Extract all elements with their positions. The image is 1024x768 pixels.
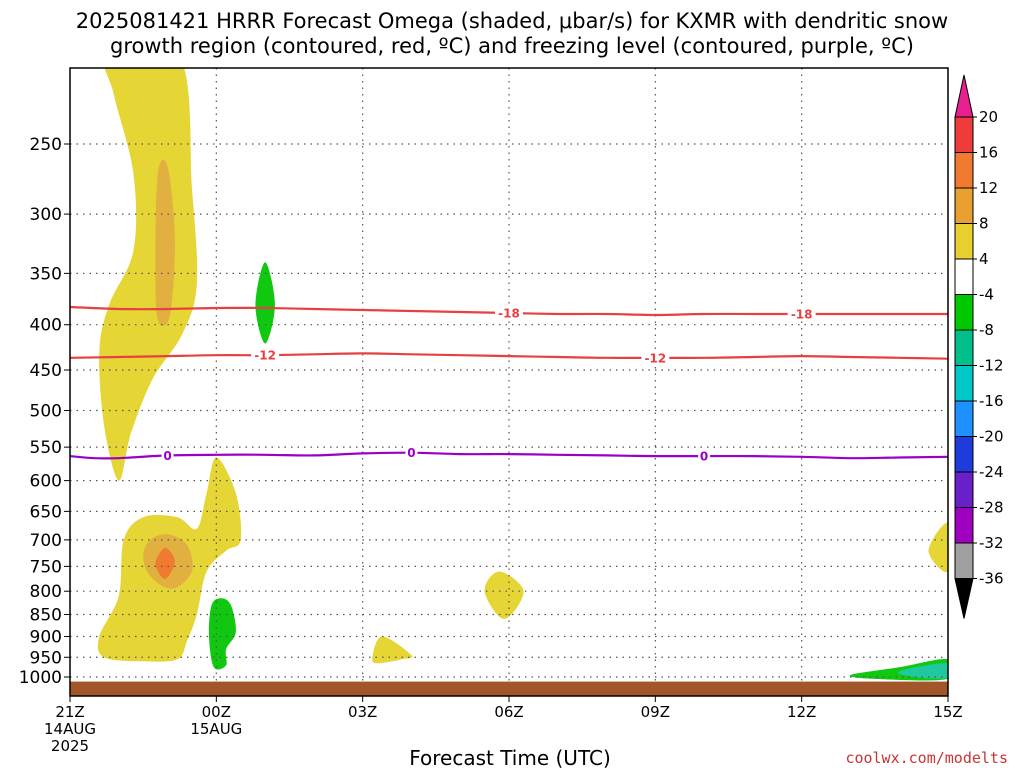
y-tick-label: 250 [30, 135, 62, 155]
y-tick-label: 650 [30, 502, 62, 522]
colorbar-segment [954, 223, 974, 260]
colorbar-label: 16 [979, 144, 998, 162]
shade-omega-neg-8 [897, 663, 948, 679]
x-tick-label: 09Z [641, 703, 670, 721]
colorbar-label: -4 [979, 286, 994, 304]
axes: 2503003504004505005506006507007508008509… [19, 67, 963, 755]
x-tick-date: 15AUG [190, 720, 242, 738]
y-tick-label: 400 [30, 316, 62, 336]
colorbar-label: 8 [979, 215, 989, 233]
chart-title-line1: 2025081421 HRRR Forecast Omega (shaded, … [76, 9, 948, 33]
x-tick-year: 2025 [51, 737, 89, 755]
colorbar-segment [954, 294, 974, 331]
contour-line-0 [70, 451, 948, 460]
contour-line--12 [70, 352, 948, 360]
contour-label-bg [787, 306, 816, 321]
contour-label-bg [161, 448, 174, 463]
x-tick-label: 12Z [787, 703, 816, 721]
colorbar-label: -36 [979, 570, 1004, 588]
x-tick-label: 03Z [348, 703, 377, 721]
x-tick-date: 14AUG [44, 720, 96, 738]
x-tick-label: 21Z [55, 703, 84, 721]
contour-label: -12 [644, 351, 666, 365]
credit-text: coolwx.com/modelts [845, 749, 1008, 767]
colorbar-segment [954, 152, 974, 189]
colorbar-segment [954, 116, 974, 153]
y-tick-label: 950 [30, 648, 62, 668]
contour-label: -18 [498, 306, 520, 320]
y-tick-label: 850 [30, 606, 62, 626]
shade-omega-pos-4 [484, 571, 524, 619]
x-tick-label: 00Z [202, 703, 231, 721]
chart-title-line2: growth region (contoured, red, ºC) and f… [110, 34, 914, 58]
shade-omega-neg-4 [208, 598, 236, 670]
y-tick-label: 300 [30, 205, 62, 225]
shade-omega-neg-4 [255, 262, 275, 344]
colorbar-segment [954, 187, 974, 224]
contour-label: -18 [791, 307, 813, 321]
colorbar-label: -16 [979, 392, 1004, 410]
colorbar-segment [954, 400, 974, 437]
colorbar-segment [954, 329, 974, 366]
colorbar-label: 4 [979, 250, 989, 268]
colorbar-label: 12 [979, 179, 998, 197]
shade-omega-pos-12 [155, 547, 175, 580]
colorbar-segment [954, 258, 974, 295]
x-tick-label: 06Z [494, 703, 523, 721]
contour-label-bg [495, 305, 523, 320]
colorbar: 20 16 12 8 4 -4 -8 -12 -16 -20 -24 -28 -32 -36 [954, 74, 1004, 619]
contour-label: 0 [163, 449, 171, 463]
contour-label: 0 [407, 446, 415, 460]
contour-label-bg [698, 449, 711, 464]
colorbar-label: -32 [979, 534, 1004, 552]
colorbar-label: -24 [979, 463, 1004, 481]
plot-area: -18 -18 -12 -12 0 0 0 [70, 68, 948, 696]
shade-omega-pos-4 [928, 522, 948, 573]
colorbar-segment [954, 365, 974, 402]
contour-label: 0 [700, 450, 708, 464]
colorbar-label: 20 [979, 108, 998, 126]
colorbar-segment [954, 436, 974, 473]
contour-label-bg [251, 348, 280, 363]
colorbar-label: -28 [979, 499, 1004, 517]
y-tick-label: 750 [30, 557, 62, 577]
shade-omega-pos-4 [372, 636, 413, 664]
y-tick-label: 450 [30, 361, 62, 381]
colorbar-label: -12 [979, 357, 1004, 375]
contour-label-bg [641, 350, 670, 365]
colorbar-segment [954, 471, 974, 508]
y-tick-label: 500 [30, 402, 62, 422]
colorbar-top-arrow [954, 74, 974, 118]
colorbar-bottom-arrow [954, 578, 974, 619]
contour-label-bg [405, 445, 418, 460]
y-tick-label: 1000 [19, 668, 62, 688]
y-tick-label: 700 [30, 531, 62, 551]
y-tick-label: 350 [30, 264, 62, 284]
shade-omega-pos-8 [155, 159, 175, 326]
x-axis-label: Forecast Time (UTC) [409, 746, 611, 768]
x-tick-label: 15Z [933, 703, 962, 721]
contour-label: -12 [254, 349, 276, 363]
colorbar-label: -20 [979, 428, 1004, 446]
colorbar-segment [954, 507, 974, 544]
shade-omega-pos-4 [99, 68, 198, 481]
colorbar-segment [954, 542, 974, 579]
y-tick-label: 800 [30, 582, 62, 602]
plot-content: -18 -18 -12 -12 0 0 0 [70, 68, 948, 696]
y-tick-label: 900 [30, 627, 62, 647]
colorbar-label: -8 [979, 321, 994, 339]
terrain-band [70, 681, 948, 696]
y-tick-label: 550 [30, 438, 62, 458]
y-tick-label: 600 [30, 472, 62, 492]
